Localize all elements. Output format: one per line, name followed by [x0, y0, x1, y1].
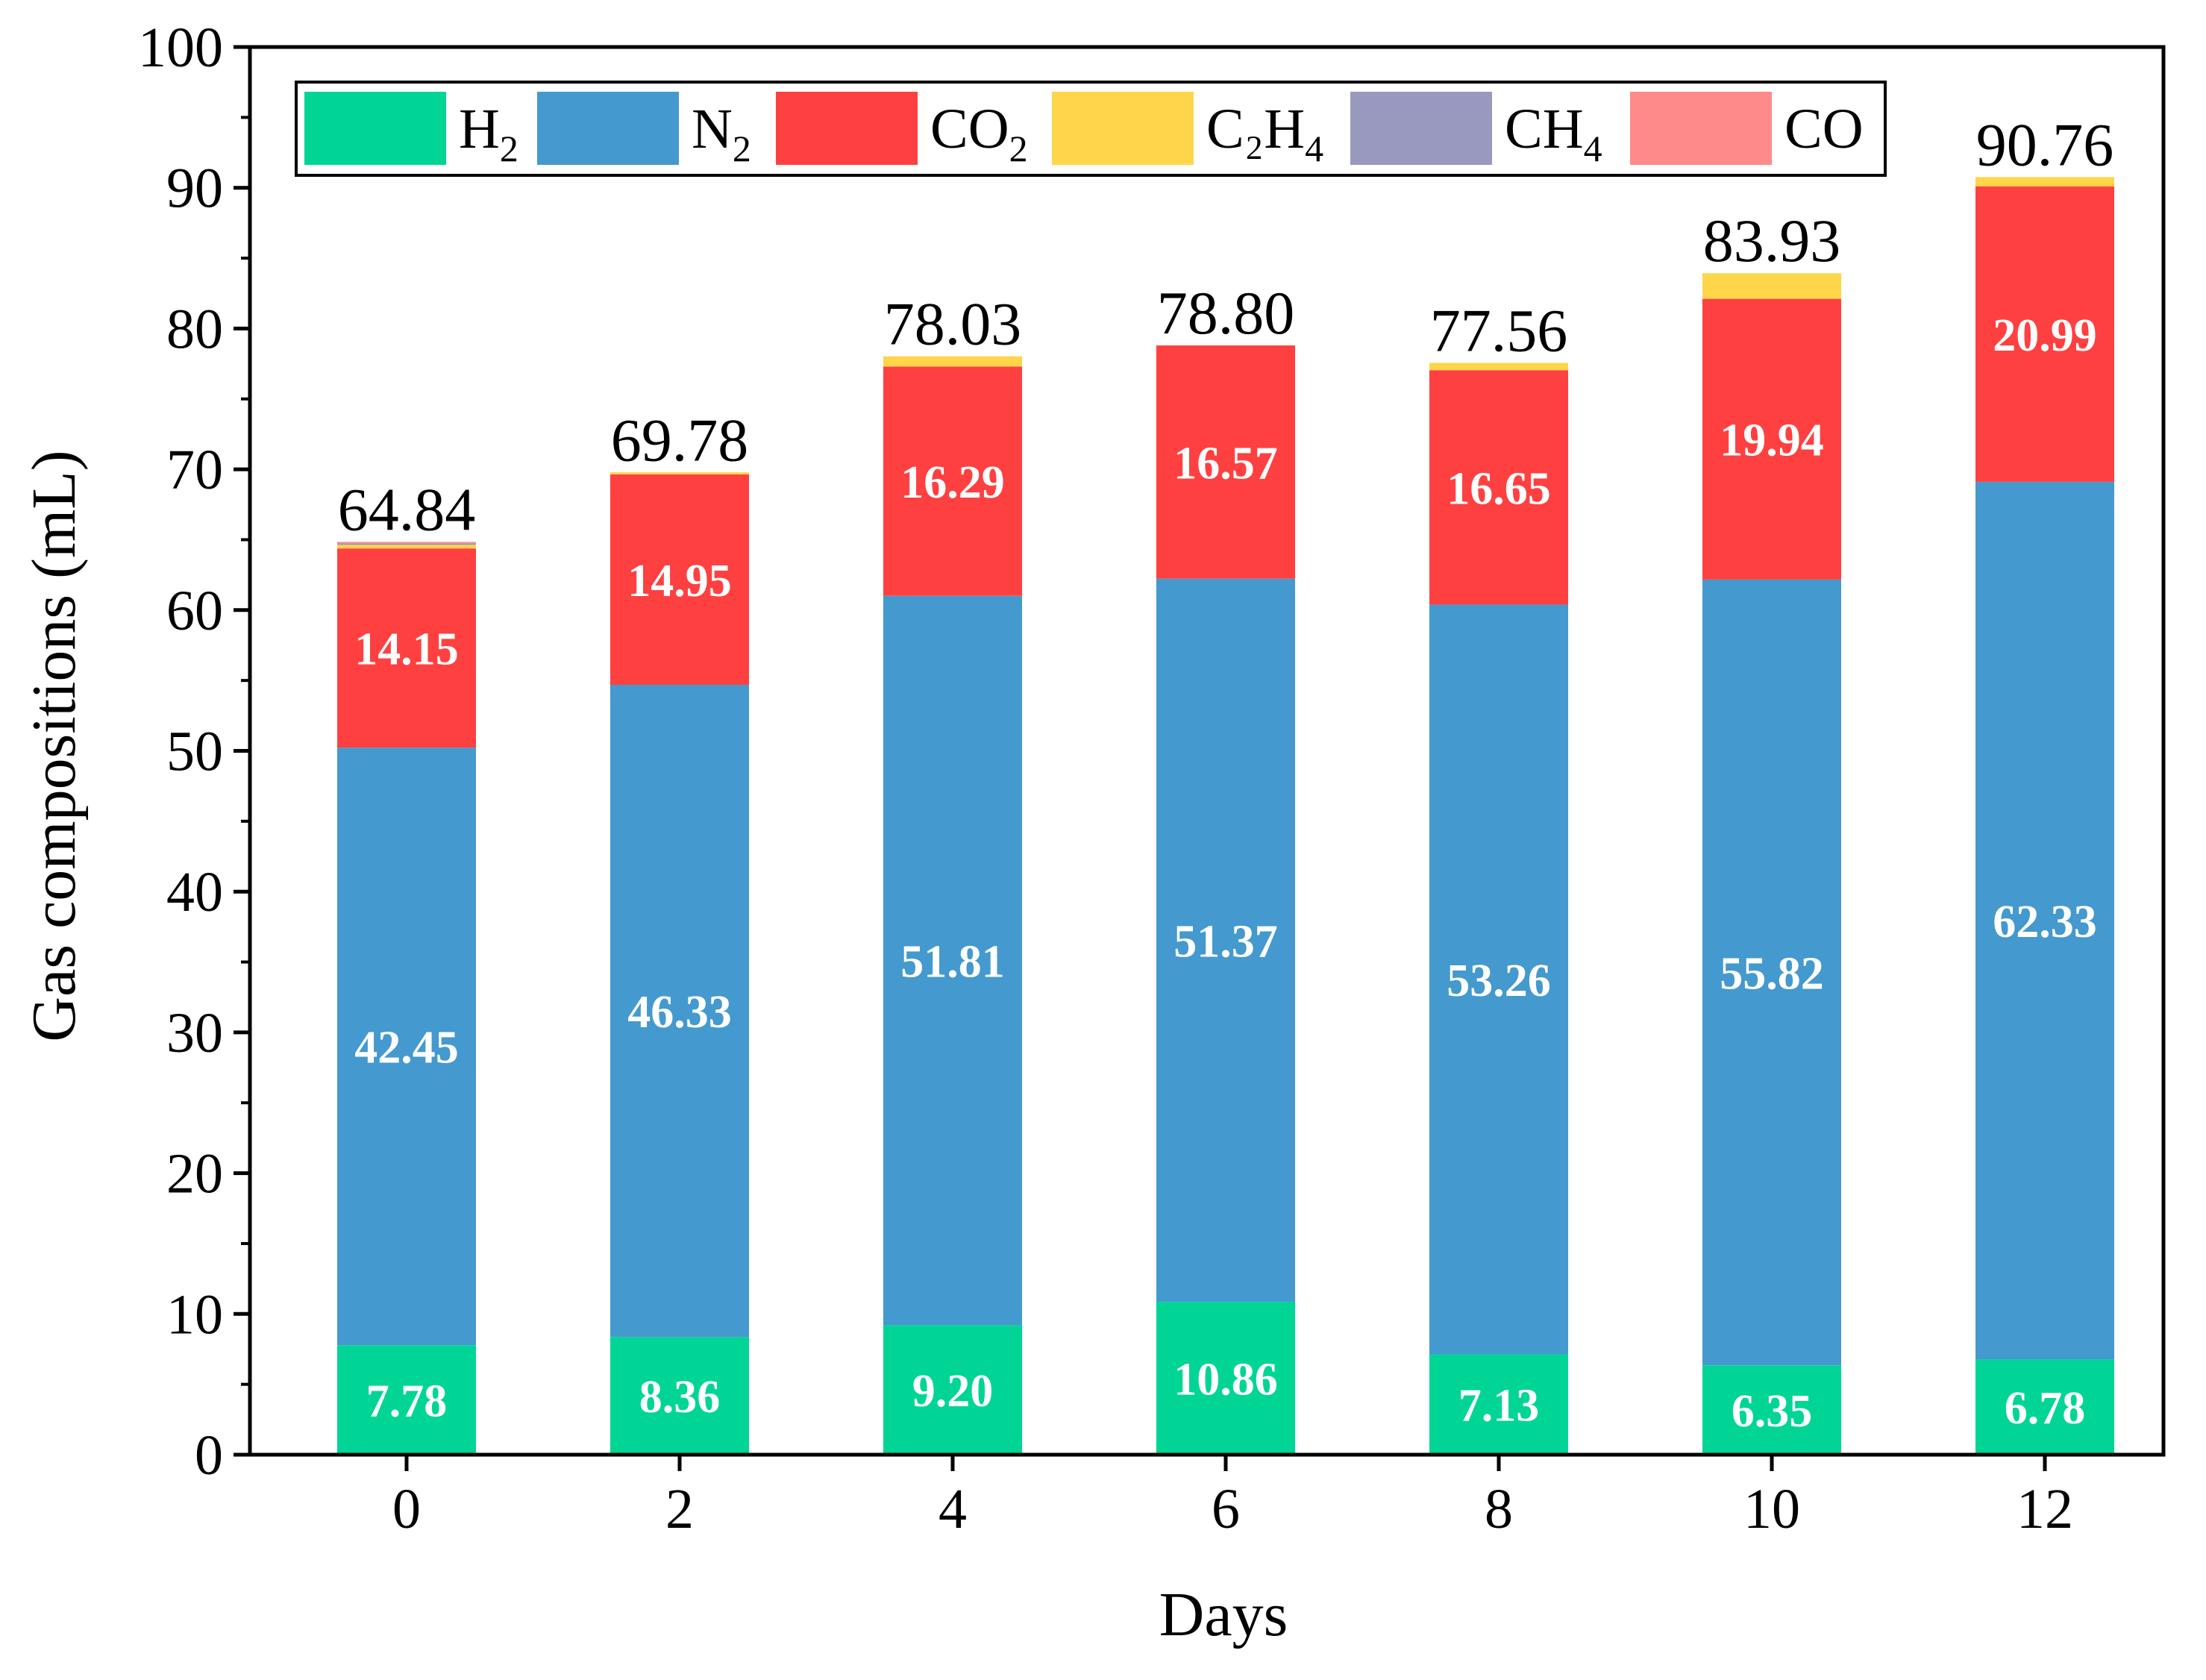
legend-swatch-co — [1630, 92, 1772, 165]
y-tick-label-80: 80 — [166, 298, 223, 360]
x-axis-title: Days — [1159, 1580, 1288, 1649]
bar-segment-co-day-0 — [337, 542, 476, 544]
bar-segment-n2-day-12 — [1975, 481, 2114, 1360]
legend-swatch-h2 — [304, 92, 446, 165]
legend-label-h2: H2 — [459, 98, 518, 169]
data-label-n2-day-0: 42.45 — [354, 1023, 459, 1073]
bar-segment-n2-day-2 — [610, 684, 749, 1338]
data-label-n2-day-2: 46.33 — [627, 987, 732, 1038]
data-label-co2-day-12: 20.99 — [1993, 310, 2097, 361]
data-label-co2-day-10: 19.94 — [1720, 416, 1824, 466]
bar-segment-n2-day-6 — [1156, 578, 1295, 1303]
data-label-h2-day-12: 6.78 — [2005, 1383, 2086, 1434]
y-tick-label-90: 90 — [166, 157, 223, 220]
data-label-co2-day-0: 14.15 — [354, 624, 459, 675]
legend-label-n2: N2 — [692, 98, 751, 169]
plot-frame — [248, 45, 2166, 1457]
y-tick-label-70: 70 — [166, 439, 223, 501]
axes-layer: 0 2 4 6 8 10 12 0 10 20 30 40 50 60 70 80 90 100 — [138, 16, 2166, 1540]
legend-swatch-c2h4 — [1052, 92, 1194, 165]
total-label-day-0: 64.84 — [338, 475, 476, 543]
x-tick-label-4: 4 — [939, 1478, 967, 1540]
data-label-h2-day-2: 8.36 — [639, 1372, 721, 1423]
bar-segment-h2-day-0 — [337, 1345, 476, 1455]
bar-segment-h2-day-4 — [883, 1325, 1022, 1455]
y-tick-label-10: 10 — [166, 1283, 223, 1346]
data-label-h2-day-4: 9.20 — [912, 1366, 994, 1417]
y-tick-label-50: 50 — [166, 721, 223, 783]
bar-segment-h2-day-12 — [1975, 1359, 2114, 1455]
bar-segment-h2-day-6 — [1156, 1302, 1295, 1455]
bar-segment-h2-day-10 — [1702, 1365, 1841, 1455]
bar-segment-n2-day-10 — [1702, 579, 1841, 1366]
total-label-day-12: 90.76 — [1976, 110, 2114, 178]
data-label-n2-day-10: 55.82 — [1720, 949, 1824, 1000]
y-tick-label-60: 60 — [166, 580, 223, 642]
bar-segment-co2-day-2 — [610, 474, 749, 685]
bar-segment-h2-day-2 — [610, 1337, 749, 1455]
data-label-n2-day-8: 53.26 — [1447, 956, 1551, 1006]
bar-segment-co2-day-6 — [1156, 345, 1295, 579]
y-tick-label-100: 100 — [138, 16, 223, 79]
x-tick-label-8: 8 — [1485, 1478, 1513, 1540]
data-label-h2-day-0: 7.78 — [366, 1376, 448, 1427]
bar-segment-ch4-day-0 — [337, 543, 476, 545]
x-tick-label-0: 0 — [392, 1478, 421, 1540]
bar-segment-n2-day-4 — [883, 595, 1022, 1326]
x-tick-label-10: 10 — [1743, 1478, 1800, 1540]
bar-segment-co2-day-0 — [337, 548, 476, 748]
total-label-day-10: 83.93 — [1703, 207, 1841, 275]
bar-segment-c2h4-day-8 — [1429, 363, 1568, 371]
data-label-h2-day-8: 7.13 — [1458, 1381, 1540, 1432]
bar-segment-n2-day-0 — [337, 747, 476, 1346]
y-tick-label-30: 30 — [166, 1002, 223, 1065]
bar-segment-co2-day-12 — [1975, 186, 2114, 482]
bar-segment-c2h4-day-2 — [610, 472, 749, 474]
y-tick-label-0: 0 — [195, 1424, 223, 1487]
bar-segment-c2h4-day-10 — [1702, 273, 1841, 299]
y-axis-title: Gas compositions (mL) — [19, 450, 89, 1041]
legend-label-co: CO — [1784, 98, 1864, 160]
total-label-day-4: 78.03 — [884, 290, 1022, 358]
x-tick-label-12: 12 — [2017, 1478, 2073, 1540]
data-label-co2-day-4: 16.29 — [900, 457, 1005, 508]
data-label-n2-day-4: 51.81 — [900, 937, 1005, 988]
data-label-co2-day-2: 14.95 — [627, 556, 732, 607]
total-label-day-8: 77.56 — [1430, 296, 1568, 364]
data-label-h2-day-6: 10.86 — [1173, 1355, 1278, 1405]
bar-segment-c2h4-day-0 — [337, 545, 476, 549]
legend-label-co2: CO2 — [930, 98, 1028, 169]
data-label-co2-day-6: 16.57 — [1173, 438, 1278, 489]
bar-segment-n2-day-8 — [1429, 604, 1568, 1355]
legend-swatch-n2 — [537, 92, 679, 165]
bar-segment-co2-day-8 — [1429, 370, 1568, 605]
legend: H2 N2 CO2 C₂H4 CH4 CO — [295, 81, 1887, 177]
legend-label-c2h4: C₂H4 — [1206, 98, 1323, 169]
x-tick-label-6: 6 — [1212, 1478, 1240, 1540]
legend-swatch-ch4 — [1350, 92, 1492, 165]
bar-segment-h2-day-8 — [1429, 1354, 1568, 1455]
y-tick-label-20: 20 — [166, 1143, 223, 1206]
data-label-co2-day-8: 16.65 — [1447, 463, 1551, 514]
bar-segment-co2-day-10 — [1702, 298, 1841, 580]
bar-segment-c2h4-day-4 — [883, 356, 1022, 367]
legend-label-ch4: CH4 — [1505, 98, 1602, 169]
data-label-n2-day-12: 62.33 — [1993, 897, 2097, 947]
total-label-day-2: 69.78 — [611, 406, 749, 474]
bar-segment-co2-day-4 — [883, 366, 1022, 596]
data-label-h2-day-10: 6.35 — [1732, 1386, 1813, 1437]
bars-layer: 7.78 42.45 14.15 64.84 8.36 46.33 14.95 69.78 9.… — [337, 110, 2114, 1455]
y-tick-label-40: 40 — [166, 861, 223, 924]
bar-segment-c2h4-day-12 — [1975, 177, 2114, 187]
legend-swatch-co2 — [776, 92, 918, 165]
total-label-day-6: 78.80 — [1157, 279, 1295, 347]
data-label-n2-day-6: 51.37 — [1173, 916, 1278, 967]
x-tick-label-2: 2 — [665, 1478, 694, 1540]
